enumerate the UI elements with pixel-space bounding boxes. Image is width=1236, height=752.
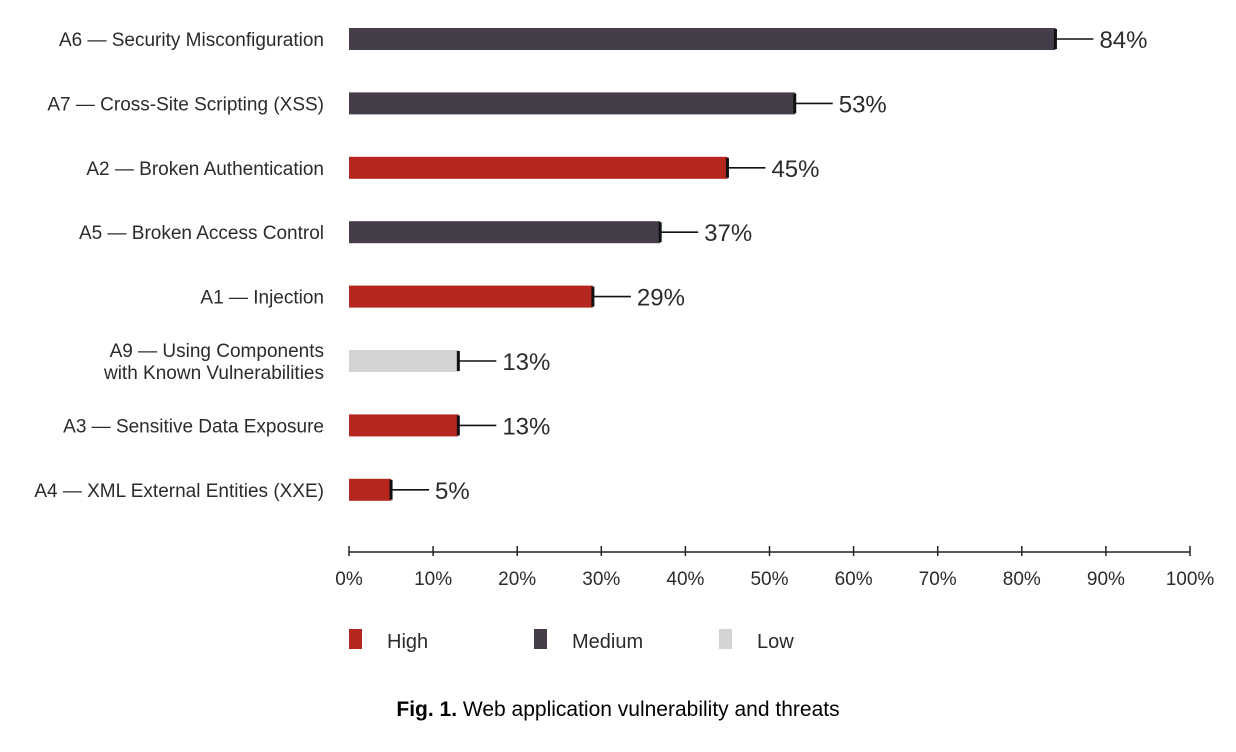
value-label: 29% (637, 285, 685, 312)
x-tick-label: 40% (666, 569, 704, 590)
x-tick-label: 50% (750, 569, 788, 590)
legend-swatch (349, 629, 362, 649)
bar (349, 350, 459, 372)
x-tick-label: 0% (335, 569, 363, 590)
caption-prefix: Fig. 1. (396, 698, 458, 721)
value-label: 53% (839, 91, 887, 118)
category-label: A3 — Sensitive Data Exposure (63, 416, 324, 437)
x-tick-label: 60% (835, 569, 873, 590)
bar (349, 478, 392, 501)
x-tick-label: 20% (498, 569, 536, 590)
category-label: A9 — Using Components (110, 341, 324, 362)
category-label: A1 — Injection (200, 288, 324, 309)
caption-text: Web application vulnerability and threat… (457, 698, 840, 721)
category-label: with Known Vulnerabilities (103, 363, 324, 384)
legend-label: Low (757, 631, 794, 653)
chart: 84% A6 — Security Misconfiguration 53% A7 —… (34, 27, 1215, 653)
x-tick-label: 10% (414, 569, 452, 590)
value-label: 13% (502, 413, 550, 440)
figure-caption: Fig. 1. Web application vulnerability an… (0, 698, 1236, 722)
value-label: 37% (704, 220, 752, 247)
bar (349, 414, 459, 437)
legend-swatch (719, 629, 732, 649)
x-tick-label: 70% (919, 569, 957, 590)
category-label: A5 — Broken Access Control (79, 223, 324, 244)
x-tick-label: 100% (1166, 569, 1215, 590)
x-tick-label: 80% (1003, 569, 1041, 590)
value-label: 45% (771, 156, 819, 183)
value-label: 5% (435, 478, 470, 505)
x-tick-label: 30% (582, 569, 620, 590)
bar (349, 28, 1056, 50)
bar (349, 92, 795, 115)
legend-swatch (534, 629, 547, 649)
legend-label: High (387, 631, 428, 653)
category-label: A6 — Security Misconfiguration (59, 30, 324, 51)
x-tick-label: 90% (1087, 569, 1125, 590)
category-label: A2 — Broken Authentication (86, 159, 324, 180)
bar (349, 221, 661, 244)
bar (349, 285, 593, 308)
value-label: 84% (1099, 27, 1147, 54)
category-label: A4 — XML External Entities (XXE) (34, 481, 324, 502)
bar (349, 156, 728, 179)
legend-label: Medium (572, 631, 643, 653)
value-label: 13% (502, 349, 550, 376)
category-label: A7 — Cross-Site Scripting (XSS) (47, 94, 324, 115)
